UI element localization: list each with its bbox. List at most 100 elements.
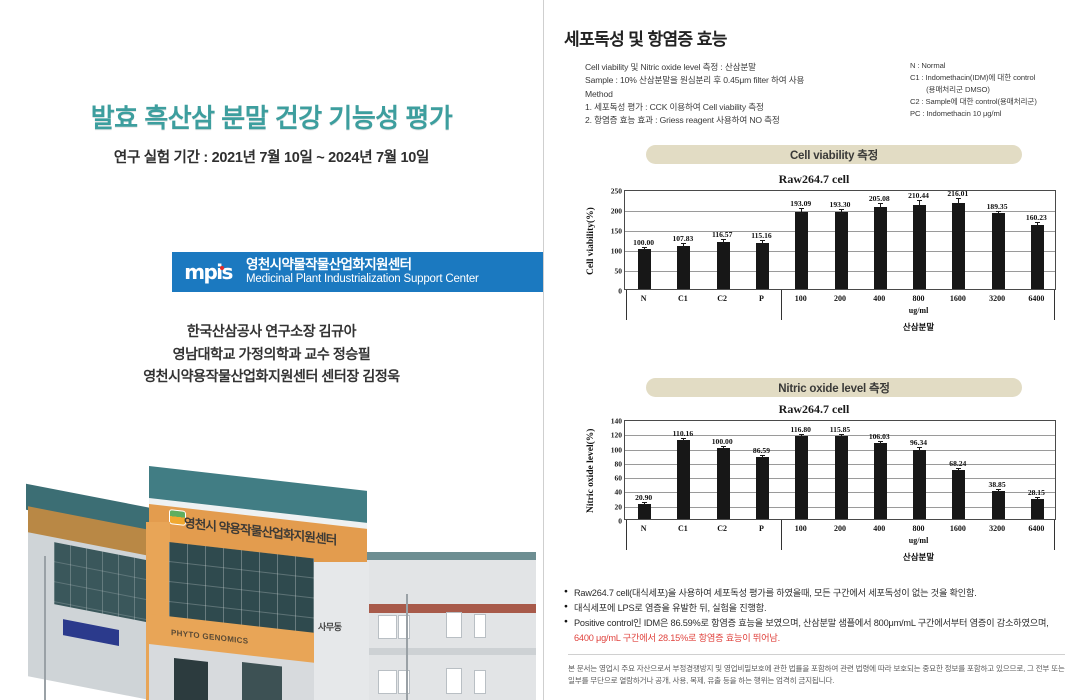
- bar-value-label: 68.24: [949, 459, 967, 469]
- error-bar-cap: [995, 489, 1001, 491]
- conclusion-bullets: Raw264.7 cell(대식세포)을 사용하여 세포독성 평가를 하였을때,…: [564, 586, 1069, 646]
- error-bar-cap: [1034, 497, 1040, 499]
- footer-divider: [568, 654, 1065, 655]
- error-bar-cap: [720, 243, 726, 245]
- photo-window: [378, 670, 397, 694]
- x-axis-tick: P: [759, 294, 764, 303]
- error-bar-cap: [1034, 222, 1040, 224]
- error-bar-cap: [799, 213, 805, 215]
- photo-window: [474, 614, 486, 638]
- error-bar-cap: [838, 434, 844, 436]
- y-axis-tick: 120: [610, 430, 622, 440]
- error-bar-cap: [799, 433, 805, 435]
- bar-value-label: 96.34: [909, 438, 928, 448]
- error-bar-cap: [642, 503, 648, 505]
- x-axis-tick: N: [640, 524, 647, 533]
- error-bar-cap: [720, 239, 726, 241]
- error-bar-cap: [759, 457, 765, 459]
- photo-office-label: 사무동: [318, 622, 342, 632]
- error-bar: [722, 240, 724, 245]
- bar-value-label: 116.80: [790, 424, 811, 434]
- x-axis-tick: 1600: [949, 294, 966, 303]
- error-bar-cap: [956, 205, 962, 207]
- y-axis-tick: 40: [614, 487, 623, 497]
- legend-line: PC : Indomethacin 10 μg/ml: [910, 108, 1002, 118]
- x-axis-tick: C2: [717, 294, 728, 303]
- bar-value-label: 205.08: [868, 194, 890, 204]
- error-bar-cap: [799, 435, 805, 437]
- bar: [873, 443, 887, 519]
- bar-value-label: 110.16: [672, 429, 694, 439]
- page-title: 발효 흑산삼 분말 건강 기능성 평가: [90, 103, 453, 133]
- error-bar-cap: [759, 239, 765, 241]
- x-axis-tick: 6400: [1028, 294, 1045, 303]
- photo-office-wing: [311, 562, 369, 700]
- legend-line: N : Normal: [910, 61, 946, 70]
- method-line: Sample : 10% 산삼분말을 원심분리 후 0.45μm filter …: [585, 75, 805, 86]
- x-axis-tick: 200: [834, 294, 846, 303]
- bullet-item: Raw264.7 cell(대식세포)을 사용하여 세포독성 평가를 하였을때,…: [564, 586, 1069, 601]
- error-bar-cap: [1034, 225, 1040, 227]
- error-bar-cap: [681, 242, 687, 244]
- y-axis-tick: 150: [610, 226, 622, 236]
- photo-rear-band-2: [361, 648, 536, 655]
- error-bar-cap: [995, 491, 1001, 493]
- method-line: 1. 세포독성 평가 : CCK 이용하여 Cell viability 측정: [585, 101, 764, 112]
- section-title: 세포독성 및 항염증 효능: [564, 30, 727, 49]
- error-bar-cap: [681, 440, 687, 442]
- bullet-highlight-text: 6400 μg/mL 구간에서 28.15%로 항염증 효능이 뛰어남.: [574, 632, 780, 643]
- x-axis-tick: 6400: [1028, 524, 1045, 533]
- photo-window: [378, 615, 397, 639]
- y-axis-tick: 80: [614, 459, 623, 469]
- chart-1-subtitle: Raw264.7 cell: [778, 172, 850, 186]
- error-bar-cap: [995, 211, 1001, 213]
- error-bar-cap: [917, 447, 923, 449]
- photo-window: [398, 615, 410, 639]
- x-axis-tick: N: [640, 294, 647, 303]
- bullet-text: Positive control인 IDM은 86.59%로 항염증 효능을 보…: [574, 617, 1049, 628]
- error-bar-cap: [877, 208, 883, 210]
- x-axis-tick: 100: [794, 524, 807, 533]
- error-bar-cap: [917, 450, 923, 452]
- bar-value-label: 86.59: [752, 446, 770, 456]
- error-bar: [879, 204, 881, 210]
- gridline: [625, 211, 1055, 212]
- error-bar-cap: [877, 443, 883, 445]
- x-axis-tick: 800: [912, 524, 925, 533]
- bar: [677, 245, 691, 289]
- error-bar-cap: [642, 502, 648, 504]
- legend-line: (용매처리군 DMSO): [910, 84, 990, 94]
- group-separator: [626, 520, 627, 550]
- bar-value-label: 216.01: [947, 188, 969, 198]
- bar: [1030, 224, 1044, 289]
- error-bar-cap: [642, 248, 648, 250]
- error-bar: [801, 209, 803, 215]
- left-cover-panel: 발효 흑산삼 분말 건강 기능성 평가 연구 실험 기간 : 2021년 7월 …: [26, 103, 543, 700]
- error-bar-cap: [877, 440, 883, 442]
- photo-window: [398, 670, 410, 694]
- x-axis-group-label: 산삼분말: [902, 552, 935, 562]
- mpis-logo-mark: mpis: [172, 262, 244, 282]
- photo-window: [446, 612, 462, 638]
- bar-value-label: 189.35: [986, 202, 1008, 212]
- y-axis-tick: 100: [610, 445, 622, 455]
- bar: [834, 211, 848, 289]
- cell-viability-chart: Raw264.7 cell 0 50 100 150 200 250 Cell viabil…: [564, 172, 1064, 357]
- error-bar: [919, 201, 921, 209]
- error-bar-cap: [720, 447, 726, 449]
- error-bar-cap: [681, 438, 687, 440]
- right-content-panel: 세포독성 및 항염증 효능 Cell viability 및 Nitric ox…: [544, 0, 1075, 700]
- method-description: Cell viability 및 Nitric oxide level 측정 :…: [585, 61, 915, 128]
- error-bar: [997, 212, 999, 215]
- group-separator: [781, 290, 783, 320]
- bar: [755, 242, 769, 289]
- x-axis-unit-label: ug/ml: [908, 536, 929, 545]
- bar-value-label: 28.15: [1027, 488, 1045, 498]
- error-bar: [761, 456, 763, 459]
- y-axis-tick: 20: [614, 502, 623, 512]
- bar-value-label: 38.85: [988, 480, 1006, 490]
- error-bar-cap: [917, 207, 923, 209]
- credit-line: 한국산삼공사 연구소장 김규아: [186, 323, 357, 339]
- method-line: Method: [585, 88, 613, 99]
- plot-area: 0 50 100 150 200 250: [611, 187, 1056, 296]
